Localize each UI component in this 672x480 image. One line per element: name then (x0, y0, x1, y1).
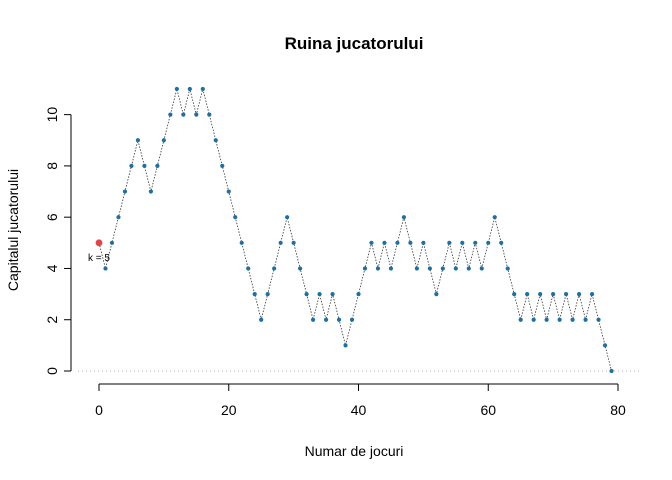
start-point (95, 239, 103, 247)
axes: 0 20 40 60 80 0 2 4 6 8 10 (44, 107, 626, 418)
data-point (434, 291, 439, 297)
data-point (421, 240, 426, 245)
data-point (161, 138, 166, 143)
data-point (207, 112, 212, 117)
data-point (116, 215, 121, 220)
data-point (531, 317, 536, 322)
data-point (142, 163, 147, 169)
data-point (129, 163, 134, 169)
data-point (447, 240, 452, 245)
x-tick-label: 60 (480, 402, 496, 418)
data-point (440, 266, 445, 271)
data-point (460, 240, 465, 245)
data-point (181, 112, 186, 117)
x-axis-label: Numar de jocuri (305, 443, 404, 459)
data-point (551, 291, 556, 297)
data-point (213, 138, 218, 143)
data-point (538, 291, 543, 297)
series-line (98, 88, 612, 372)
data-point (609, 368, 614, 374)
data-point (518, 317, 523, 322)
data-point (375, 266, 381, 271)
data-point (570, 317, 575, 322)
data-point (252, 291, 257, 297)
data-point (194, 112, 199, 117)
data-point (317, 291, 322, 297)
data-point (285, 215, 290, 220)
data-point (259, 317, 264, 322)
y-tick-label: 6 (44, 213, 60, 221)
y-tick-label: 4 (44, 264, 60, 272)
data-point (512, 291, 517, 297)
data-point (362, 266, 368, 271)
data-point (583, 317, 588, 322)
data-point (265, 291, 270, 297)
data-point (187, 86, 192, 92)
data-point (453, 266, 458, 271)
x-tick-label: 20 (221, 402, 237, 418)
data-point (298, 266, 303, 271)
data-point (369, 240, 374, 245)
data-point (505, 266, 510, 271)
data-point (200, 86, 205, 92)
data-point (336, 317, 342, 322)
data-point (408, 240, 413, 245)
data-point (602, 343, 608, 348)
data-point (356, 291, 361, 297)
data-point (109, 240, 115, 245)
data-point (103, 266, 108, 271)
data-point (220, 163, 225, 169)
data-point (349, 317, 355, 322)
data-point (310, 317, 316, 322)
data-point (272, 266, 277, 271)
data-point (395, 240, 400, 245)
data-point (589, 291, 595, 297)
data-point (414, 266, 419, 271)
chart-title: Ruina jucatorului (285, 34, 424, 53)
data-point (525, 291, 530, 297)
data-point (122, 189, 128, 194)
data-point (492, 215, 497, 220)
data-point (291, 240, 296, 245)
y-tick-label: 2 (44, 316, 60, 324)
x-tick-label: 40 (351, 402, 367, 418)
y-tick-label: 8 (44, 162, 60, 170)
data-point (278, 240, 283, 245)
data-point (246, 266, 251, 271)
data-point (323, 317, 329, 322)
data-point (557, 317, 562, 322)
data-point (473, 240, 478, 245)
data-point (466, 266, 471, 271)
data-point (427, 266, 432, 271)
data-point (226, 189, 231, 194)
data-point (304, 291, 309, 297)
data-point (576, 291, 582, 297)
data-point (135, 138, 141, 143)
data-point (596, 317, 601, 322)
x-tick-label: 80 (610, 402, 626, 418)
data-point (174, 86, 179, 92)
data-point (168, 112, 173, 117)
data-point (486, 240, 491, 245)
data-point (401, 215, 407, 220)
data-point (233, 215, 238, 220)
data-point (155, 163, 160, 169)
y-axis-label: Capitalul jucatorului (5, 169, 21, 291)
data-point (343, 343, 348, 348)
data-point (499, 240, 504, 245)
data-point (148, 189, 153, 194)
data-point (479, 266, 484, 271)
start-annotation: k = 5 (88, 253, 110, 264)
data-points (103, 86, 614, 374)
y-tick-label: 0 (44, 367, 60, 375)
data-point (544, 317, 549, 322)
data-point (330, 291, 335, 297)
data-point (239, 240, 244, 245)
data-point (564, 291, 569, 297)
data-point (382, 240, 387, 245)
y-tick-label: 10 (44, 107, 60, 123)
data-point (388, 266, 394, 271)
x-tick-label: 0 (95, 402, 103, 418)
